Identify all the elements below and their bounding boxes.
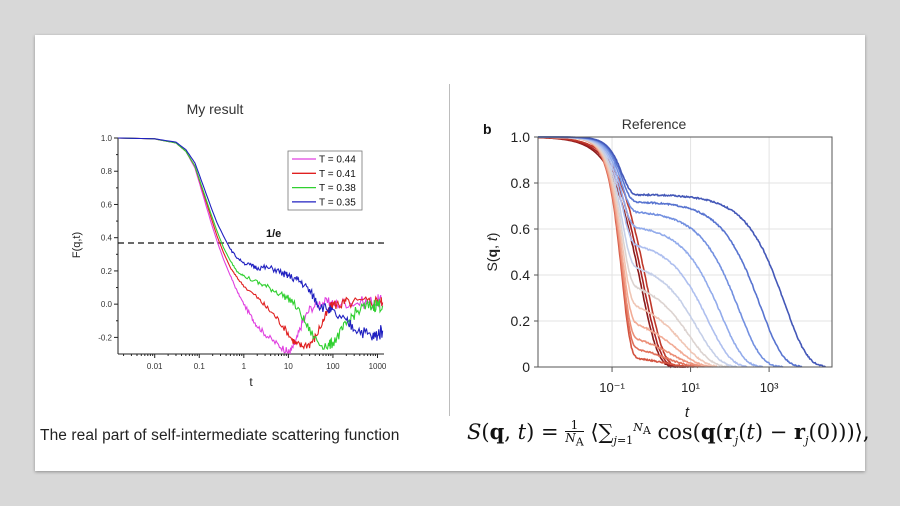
reference-line-label: 1/e [266, 228, 281, 240]
y-tick-label: 0.2 [511, 313, 531, 329]
y-tick-label: 0 [522, 359, 530, 375]
series-line-curve-4 [538, 136, 697, 368]
y-tick-label: 0.4 [101, 234, 113, 243]
y-tick-label: 1.0 [101, 134, 113, 143]
series-line-curve-2 [538, 136, 689, 368]
legend-label: T = 0.41 [319, 169, 356, 180]
series-line-curve-12 [537, 136, 764, 368]
legend-box [287, 150, 363, 211]
y-tick-label: 0.8 [511, 175, 531, 191]
chart-title: Reference [622, 116, 687, 132]
series-line-curve-11 [538, 136, 748, 368]
panel-label: b [483, 121, 492, 137]
y-tick-label: 0.2 [101, 267, 113, 276]
y-tick-label: -0.2 [98, 333, 112, 342]
legend-label: T = 0.38 [319, 183, 356, 194]
x-tick-label: 100 [326, 362, 340, 371]
legend-label: T = 0.44 [319, 155, 356, 166]
series-line-curve-13 [538, 136, 784, 368]
series-line-035 [117, 137, 384, 341]
x-axis-label: t [249, 375, 253, 389]
y-tick-label: 0.4 [511, 267, 531, 283]
series-line-038 [117, 137, 384, 351]
plot-frame [537, 136, 833, 368]
x-tick-label: 10¹ [681, 380, 700, 395]
x-tick-label: 0.1 [194, 362, 206, 371]
x-axis-label: t [685, 404, 690, 421]
y-tick-label: 1.0 [511, 129, 531, 145]
y-tick-label: 0.6 [101, 200, 113, 209]
y-tick-label: 0.0 [101, 300, 113, 309]
column-divider [449, 84, 450, 416]
x-tick-label: 0.01 [147, 362, 163, 371]
slide-caption: The real part of self-intermediate scatt… [40, 427, 400, 444]
legend-label: T = 0.35 [319, 197, 356, 208]
formula-sqt: S(q, t) = 1 NA ⟨∑j=1NA cos(q(rj(t) − rj(0… [467, 418, 870, 449]
series-line-curve-15 [538, 136, 826, 368]
y-tick-label: 0.8 [101, 167, 113, 176]
y-axis-label: S(q, t) [484, 233, 500, 272]
formula-fraction: 1 NA [565, 418, 584, 449]
slide-card: The real part of self-intermediate scatt… [35, 35, 870, 471]
x-tick-label: 10 [284, 362, 293, 371]
x-tick-label: 1 [242, 362, 247, 371]
y-axis-label: F(q,t) [71, 232, 83, 258]
x-tick-label: 1000 [369, 362, 387, 371]
chart-title: My result [187, 101, 244, 117]
series-line-curve-14 [538, 136, 803, 368]
x-tick-label: 10³ [760, 380, 779, 395]
y-tick-label: 0.6 [511, 221, 531, 237]
x-tick-label: 10⁻¹ [599, 380, 625, 395]
